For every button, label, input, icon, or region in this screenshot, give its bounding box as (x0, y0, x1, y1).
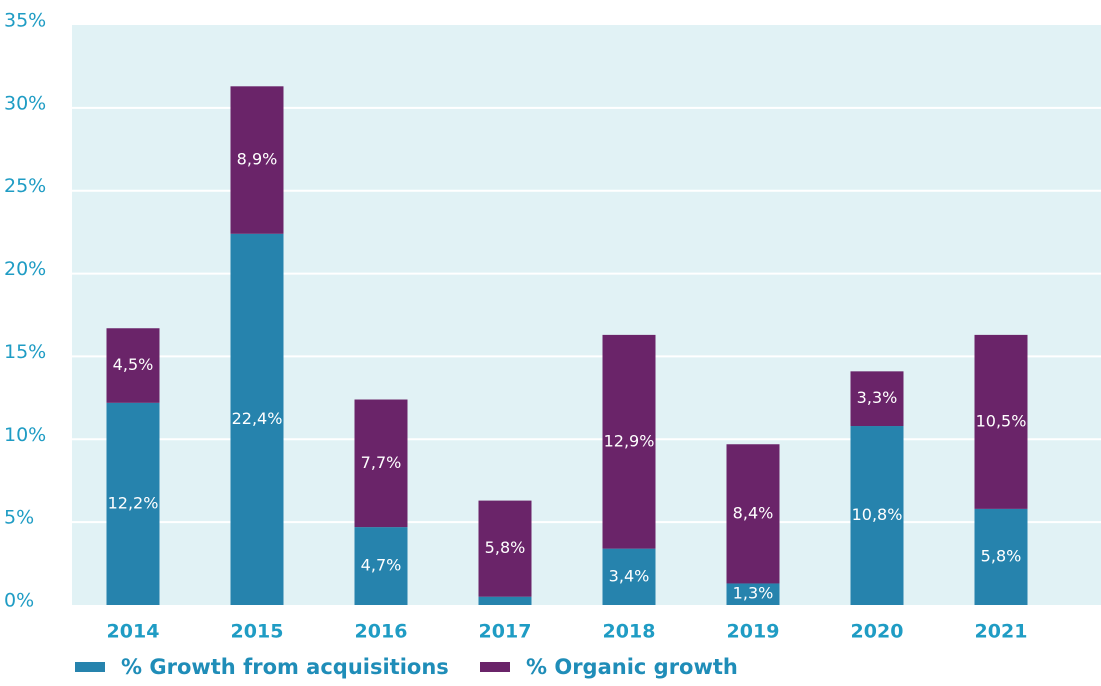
y-tick-label: 15% (4, 341, 46, 363)
bar-segment (106, 328, 160, 403)
y-tick-label: 30% (4, 92, 46, 114)
legend-swatch (480, 662, 510, 672)
x-tick-label: 2016 (355, 621, 408, 643)
y-tick-label: 20% (4, 258, 46, 280)
data-label: 5,8% (485, 538, 526, 557)
bar-segment (602, 548, 656, 605)
y-tick-label: 25% (4, 175, 46, 197)
bar-segment (850, 426, 904, 605)
x-tick-label: 2020 (851, 621, 904, 643)
bar-segment (478, 500, 532, 597)
bar-segment (354, 399, 408, 528)
bar-segment (974, 334, 1028, 509)
x-tick-label: 2018 (603, 621, 656, 643)
data-label: 10,8% (852, 505, 903, 524)
plot-area (72, 25, 1101, 605)
legend-swatch (75, 662, 105, 672)
y-tick-label: 10% (4, 424, 46, 446)
y-tick-label: 0% (4, 590, 34, 612)
data-label: 22,4% (232, 409, 283, 428)
bar-segment (726, 444, 780, 584)
bar-segment (354, 527, 408, 605)
x-tick-label: 2021 (975, 621, 1028, 643)
bar-segment (230, 86, 284, 234)
x-tick-label: 2019 (727, 621, 780, 643)
bar-segment (106, 402, 160, 605)
data-label: 10,5% (976, 411, 1027, 430)
data-label: 12,9% (604, 431, 655, 450)
data-label: 3,4% (609, 566, 650, 585)
data-label: 1,3% (733, 584, 774, 603)
y-tick-label: 5% (4, 507, 34, 529)
bar-segment (726, 583, 780, 605)
data-label: 4,7% (361, 556, 402, 575)
legend-label: % Organic growth (526, 655, 738, 679)
x-tick-label: 2015 (231, 621, 284, 643)
data-label: 3,3% (857, 388, 898, 407)
data-label: 5,8% (981, 546, 1022, 565)
x-tick-label: 2017 (479, 621, 532, 643)
bar-segment (974, 508, 1028, 605)
bar-segment (602, 334, 656, 549)
legend-label: % Growth from acquisitions (121, 655, 449, 679)
bar-segment (230, 233, 284, 606)
y-tick-label: 35% (4, 10, 46, 32)
data-label: 12,2% (108, 493, 159, 512)
bar-segment (478, 596, 532, 605)
data-label: 4,5% (113, 355, 154, 374)
data-label: 8,4% (733, 503, 774, 522)
x-tick-label: 2014 (107, 621, 160, 643)
bar-segment (850, 371, 904, 427)
data-label: 8,9% (237, 150, 278, 169)
data-label: 7,7% (361, 453, 402, 472)
